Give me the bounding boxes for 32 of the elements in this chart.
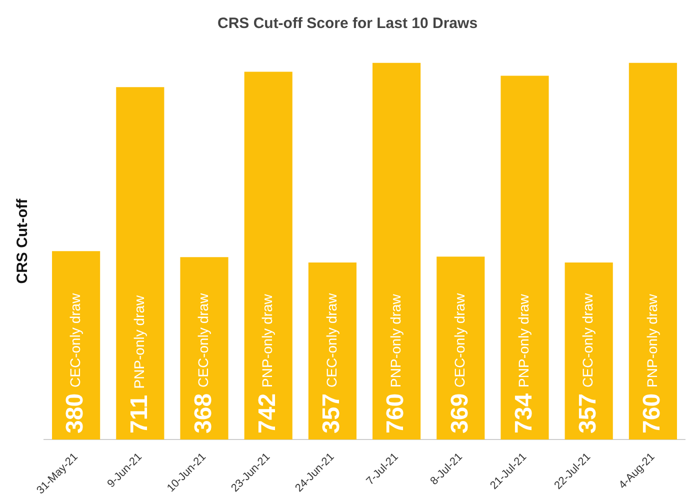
bar <box>372 62 421 440</box>
annotation: CEC-only draw <box>580 292 596 388</box>
data-label: 357 <box>318 393 346 434</box>
annotation: CEC-only draw <box>66 292 83 388</box>
annotation: PNP-only draw <box>131 294 148 389</box>
bar <box>244 72 292 440</box>
bar <box>564 262 613 440</box>
bar <box>52 251 100 440</box>
bar <box>436 256 485 440</box>
annotation: PNP-only draw <box>644 293 660 388</box>
y-axis-title: CRS Cut-off <box>14 198 32 284</box>
data-label: 734 <box>510 392 538 434</box>
data-label: 357 <box>574 393 602 434</box>
data-label: 760 <box>382 393 410 434</box>
annotation: PNP-only draw <box>259 293 276 388</box>
bar <box>180 257 228 440</box>
annotation: CEC-only draw <box>195 292 212 388</box>
annotation: CEC-only draw <box>323 292 340 388</box>
bar <box>116 87 164 440</box>
data-label: 380 <box>62 393 89 434</box>
data-label: 369 <box>446 393 474 434</box>
annotation: PNP-only draw <box>387 293 404 388</box>
bar <box>628 62 677 440</box>
annotation: PNP-only draw <box>516 293 532 388</box>
bar <box>308 262 356 440</box>
bar <box>500 76 549 440</box>
data-label: 760 <box>638 393 666 434</box>
data-label: 368 <box>190 393 217 434</box>
chart-title: CRS Cut-off Score for Last 10 Draws <box>217 15 478 32</box>
data-label: 711 <box>126 394 153 434</box>
data-label: 742 <box>254 393 281 434</box>
annotation: CEC-only draw <box>452 292 468 388</box>
